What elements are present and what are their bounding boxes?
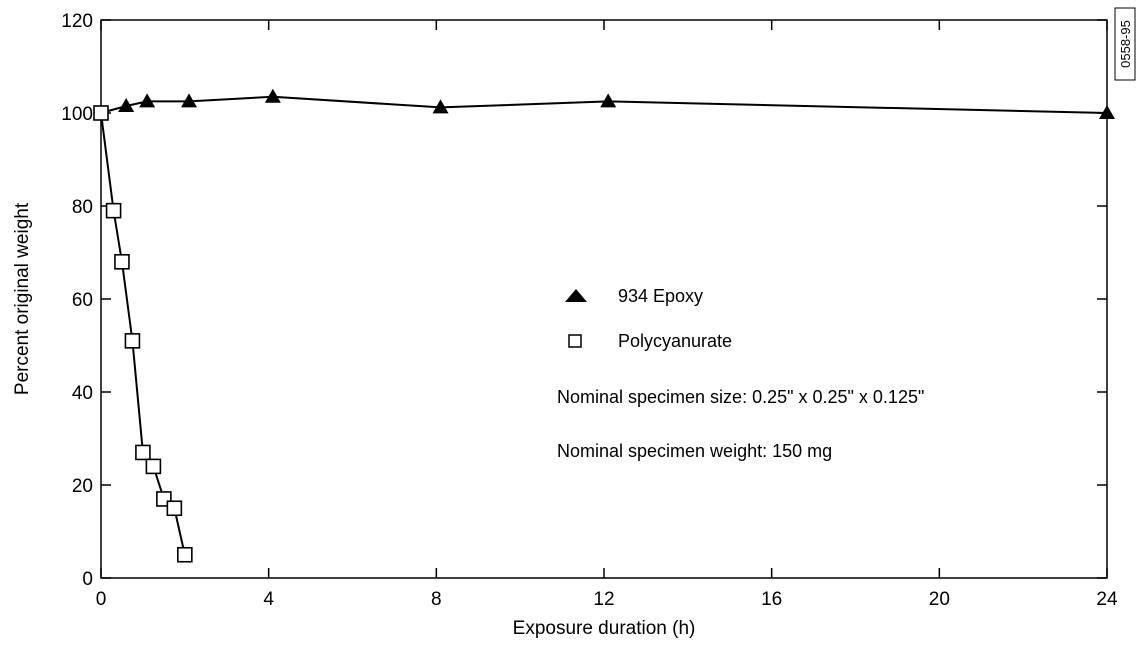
x-tick-label: 0 xyxy=(96,589,107,610)
polycyanurate-point-marker xyxy=(145,458,162,475)
y-tick-label: 40 xyxy=(72,383,93,404)
epoxy-point-marker xyxy=(181,93,198,108)
epoxy-point-marker xyxy=(600,93,617,108)
axis-ticks xyxy=(100,19,1108,579)
epoxy-point-marker xyxy=(1099,105,1115,119)
series-line-1 xyxy=(100,112,186,555)
x-tick-label: 8 xyxy=(431,589,442,610)
y-tick-label: 100 xyxy=(61,104,93,125)
epoxy-point-marker xyxy=(264,88,281,103)
legend-square-marker xyxy=(568,334,582,348)
polycyanurate-point-marker xyxy=(114,254,130,270)
x-tick-label: 20 xyxy=(929,589,950,610)
y-tick-label: 0 xyxy=(82,569,93,590)
polycyanurate-point-marker xyxy=(135,444,151,461)
polycyanurate-point-marker xyxy=(105,202,122,219)
figure-id-box: 0558-95 xyxy=(1114,7,1136,81)
y-tick-label: 80 xyxy=(72,197,93,218)
x-tick-label: 12 xyxy=(593,589,614,610)
x-tick-label: 16 xyxy=(761,589,782,610)
polycyanurate-point-marker xyxy=(166,500,183,517)
epoxy-point-marker xyxy=(118,98,135,113)
y-tick-label: 120 xyxy=(61,11,93,32)
annotation-specimen-size: Nominal specimen size: 0.25" x 0.25" x 0… xyxy=(557,387,924,407)
y-tick-label: 20 xyxy=(72,476,93,497)
legend-label-polycyanurate: Polycyanurate xyxy=(618,331,732,351)
figure-id-label: 0558-95 xyxy=(1118,20,1133,68)
epoxy-point-marker xyxy=(432,99,449,114)
x-axis-title: Exposure duration (h) xyxy=(513,618,696,639)
x-tick-label: 4 xyxy=(263,589,274,610)
epoxy-point-marker xyxy=(139,93,156,108)
annotation-specimen-weight: Nominal specimen weight: 150 mg xyxy=(557,441,832,461)
legend-triangle-marker xyxy=(565,289,587,302)
x-tick-label: 24 xyxy=(1096,589,1118,610)
polycyanurate-point-marker xyxy=(177,546,193,563)
legend-label-epoxy: 934 Epoxy xyxy=(618,286,703,306)
polycyanurate-point-marker xyxy=(93,105,109,121)
series-layer xyxy=(93,88,1115,563)
y-axis-title: Percent original weight xyxy=(12,202,33,395)
axis-tick-labels: 0 4 8 12 16 20 24 0 20 40 60 80 100 120 xyxy=(61,11,1118,610)
polycyanurate-point-marker xyxy=(124,333,141,349)
y-tick-label: 60 xyxy=(72,290,93,311)
legend: 934 Epoxy Polycyanurate Nominal specimen… xyxy=(557,286,924,461)
